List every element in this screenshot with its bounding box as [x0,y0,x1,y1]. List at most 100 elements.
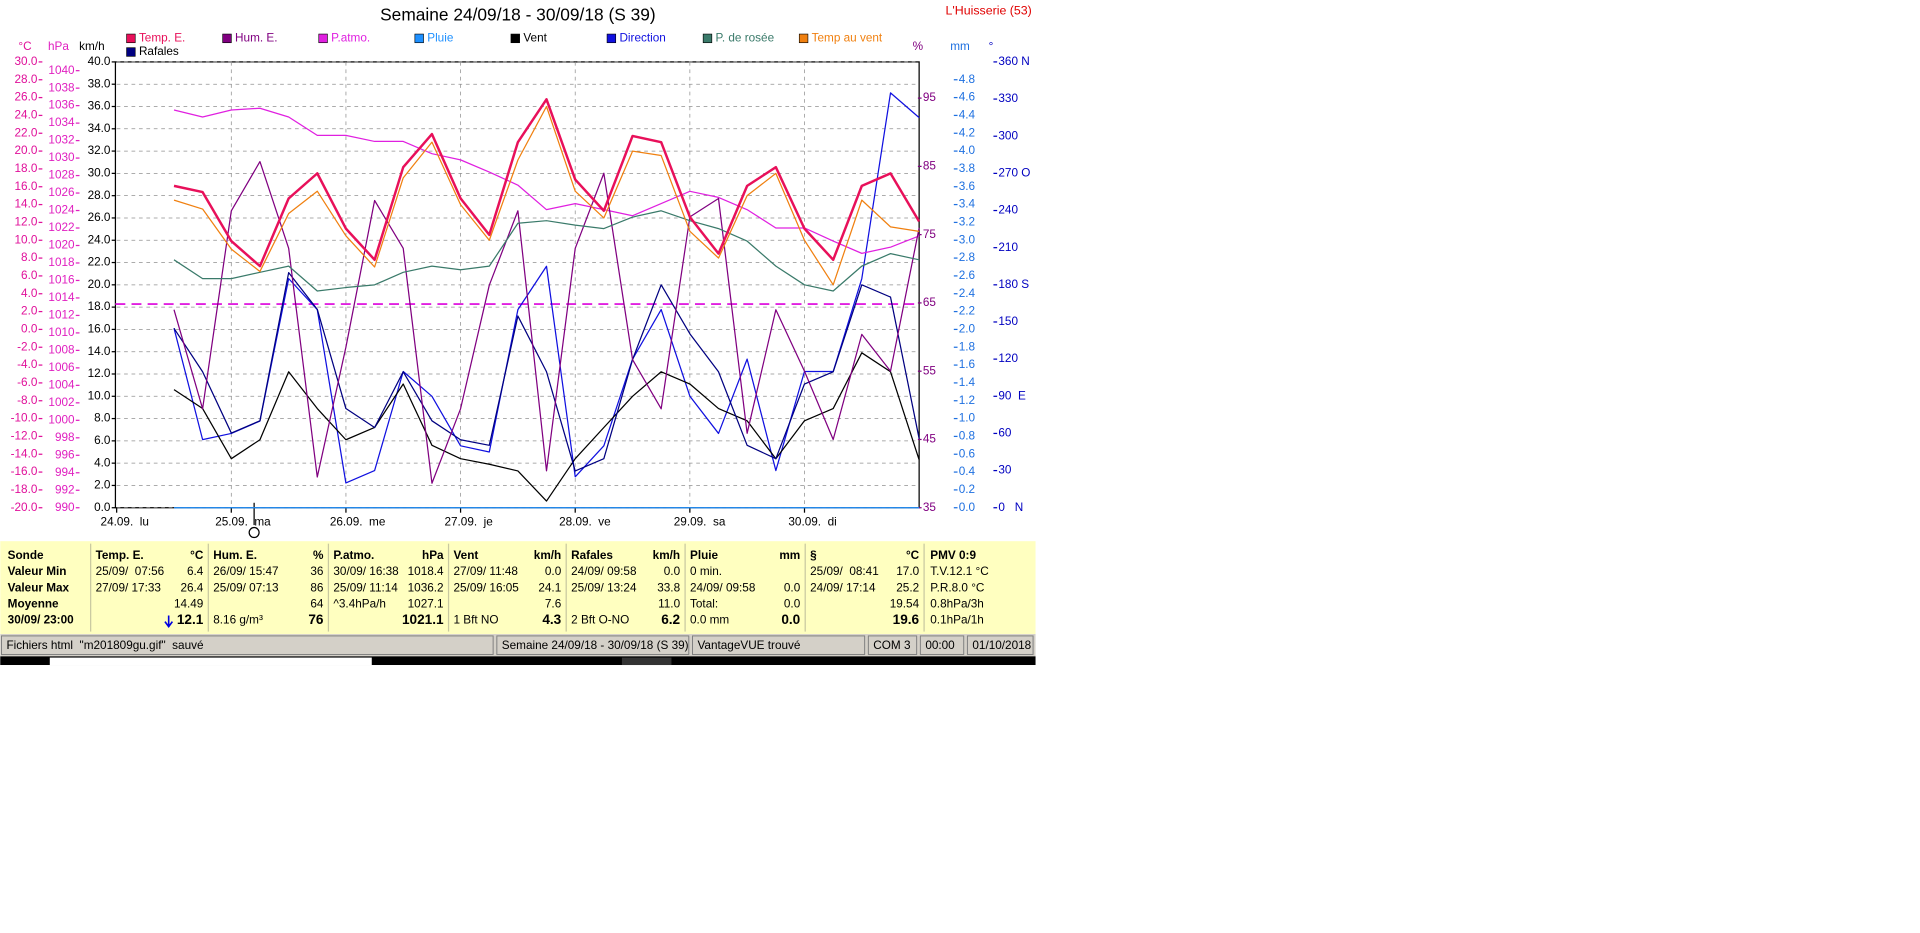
y-tick-label: 180 S [998,278,1029,291]
cell-text: 0.8hPa/3h [930,597,984,610]
y-tick-label: 12.0 [88,367,111,380]
status-text: COM 3 [873,639,911,652]
cell-value: 0.0 [784,581,801,594]
cell-text: 2 Bft O-NO [571,614,629,627]
axis-label: % [913,40,924,53]
y-tick-label: 28.0 [15,73,38,86]
y-tick-label: 270 O [998,166,1030,179]
y-tick-label: 4.2 [959,126,975,139]
cell-value: 1021.1 [402,612,444,627]
y-tick-label: 22.0 [15,126,38,139]
y-tick-label: 120 [998,352,1018,365]
axis-label: °C [18,40,32,53]
axis-label: ° [989,40,994,53]
cell-value: 4.3 [542,612,561,627]
cell-value: 86 [310,581,324,594]
y-tick-label: 95 [923,91,937,104]
cell-value: 25.2 [896,581,919,594]
status-text: VantageVUE trouvé [697,639,800,652]
cell-text: 27/09/ 11:48 [454,565,519,578]
cell-value: 7.6 [545,597,562,610]
y-tick-label: 1.6 [959,358,976,371]
y-tick-label: 24.0 [15,109,38,122]
y-tick-label: 6.0 [21,269,38,282]
cell-value: 0.0 [545,565,562,578]
y-tick-label: 360 N [998,55,1029,68]
cell-value: 1036.2 [408,581,444,594]
y-tick-label: 992 [55,483,75,496]
x-tick-label: 27.09. je [444,516,493,529]
y-tick-label: 4.8 [959,73,976,86]
y-tick-label: 1028 [48,169,75,182]
chart-background [0,0,1036,542]
cell-value: 0.0 [781,612,800,627]
series-line [173,160,920,484]
cell-value: 6.2 [661,612,680,627]
cell-value: 6.4 [187,565,204,578]
y-tick-label: 14.0 [88,345,111,358]
cell-value: 17.0 [896,565,919,578]
column-unit: % [313,549,324,562]
x-tick-label: 26.09. me [330,516,386,529]
y-tick-label: 36.0 [88,100,111,113]
task-strip-item [621,657,672,666]
chart-title: Semaine 24/09/18 - 30/09/18 (S 39) [380,5,656,25]
cell-text: T.V.12.1 °C [930,565,989,578]
axis-label: km/h [79,40,104,53]
column-unit: °C [190,549,204,562]
y-tick-label: 4.0 [21,287,38,300]
cell-value: 19.6 [893,612,920,627]
legend-swatch [126,33,136,44]
y-tick-label: 4.0 [959,144,976,157]
x-tick-label: 25.09. ma [215,516,271,529]
legend-swatch [126,47,136,57]
y-tick-label: 1.2 [959,394,975,407]
y-tick-label: 18.0 [15,162,38,175]
axis-label: hPa [48,40,69,53]
series-line [173,352,920,502]
y-tick-label: 0.0 [959,501,976,514]
y-tick-label: 2.8 [959,251,976,264]
legend-swatch [510,33,520,44]
y-tick-label: 1.4 [959,376,976,389]
y-tick-label: 26.0 [88,211,111,224]
y-tick-label: 2.0 [94,479,111,492]
y-tick-label: 1.0 [959,412,976,425]
cell-value: 11.0 [658,597,680,610]
cell-text: ^3.4hPa/h [333,597,386,610]
y-tick-label: 1018 [48,256,75,269]
y-tick-label: 4.0 [94,456,111,469]
row-label: Valeur Max [8,581,70,594]
y-tick-label: 16.0 [15,180,38,193]
series-line [173,107,920,254]
column-unit: mm [779,549,800,562]
legend-swatch [318,33,328,44]
cell-text: 25/09/ 07:56 [96,565,165,578]
y-tick-label: 4.6 [959,91,976,104]
y-tick-label: 24.0 [88,233,111,246]
cell-value: 76 [308,612,324,627]
y-tick-label: -4.0 [17,358,38,371]
status-panel [692,635,866,655]
y-tick-label: 90 E [998,389,1026,402]
y-tick-label: 20.0 [15,144,38,157]
cell-text: 25/09/ 13:24 [571,581,637,594]
column-title: PMV 0:9 [930,549,976,562]
cell-value: 14.49 [174,597,203,610]
task-strip [0,656,1036,666]
y-tick-label: 32.0 [88,144,111,157]
y-tick-label: 2.0 [21,305,38,318]
cell-value: 24.1 [538,581,561,594]
column-unit: °C [906,549,920,562]
y-tick-label: 12.0 [15,216,38,229]
legend-swatch [222,33,232,44]
legend-label: Pluie [427,31,454,44]
y-tick-label: 34.0 [88,122,111,135]
y-tick-label: -10.0 [11,412,38,425]
y-tick-label: 40.0 [88,55,111,68]
row-label: 30/09/ 23:00 [8,614,74,627]
cell-value: 26.4 [180,581,203,594]
column-title: Hum. E. [213,549,257,562]
y-tick-label: 994 [55,466,75,479]
cell-value: 36 [310,565,324,578]
